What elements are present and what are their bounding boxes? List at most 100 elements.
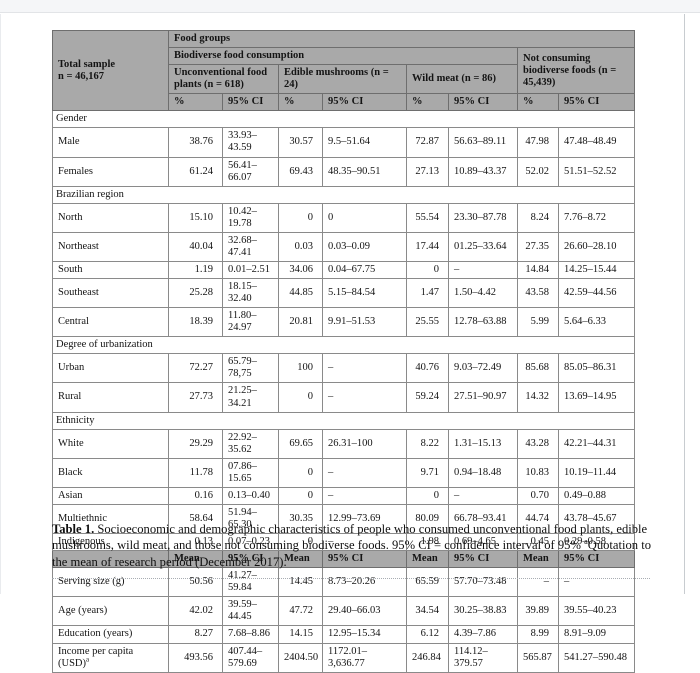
ci-cell: 407.44–579.69 (222, 642, 279, 673)
caption-label: Table 1. (52, 522, 95, 536)
ci-cell: 5.64–6.33 (558, 307, 635, 338)
ci-cell: 7.68–8.86 (222, 625, 279, 644)
ci-cell: 10.42–19.78 (222, 202, 279, 233)
value-cell: 14.32 (517, 382, 559, 413)
value-cell: 18.39 (168, 307, 223, 338)
value-cell: 50.56 (168, 567, 223, 598)
subheader-cell: Mean (406, 550, 449, 569)
ci-cell: 41.27–59.84 (222, 567, 279, 598)
ci-cell: 541.27–590.48 (558, 642, 635, 673)
caption-superscript: a (584, 537, 588, 547)
ci-cell: 48.35–90.51 (322, 156, 407, 187)
section-row: Ethnicity (52, 411, 635, 430)
ci-cell: 0 (322, 202, 407, 233)
value-cell: 0 (278, 486, 323, 505)
table-row: South 1.19 0.01–2.51 34.06 0.04–67.75 0–14.84… (52, 260, 635, 280)
table-row: Education (years) 8.27 7.68–8.86 14.15 12.95… (52, 625, 635, 644)
value-cell: 25.55 (406, 307, 449, 338)
col-header-total-sample: Total sample n = 46,167 (52, 29, 169, 112)
ci-cell: 5.15–84.54 (322, 277, 407, 309)
ci-cell: 9.03–72.49 (448, 353, 518, 384)
table-row: Asian 0.16 0.13–0.40 0–0–0.70 0.49–0.88 (52, 486, 635, 505)
value-cell: 14.45 (278, 567, 323, 598)
ci-cell: 43.78–45.67 (558, 503, 635, 535)
section-label: Brazilian region (52, 185, 635, 204)
subheader-cell: 95% CI (448, 550, 518, 569)
value-cell: 34.54 (406, 596, 449, 627)
value-cell: 0.03 (278, 231, 323, 262)
value-cell: 0 (278, 202, 323, 233)
ci-cell: – (322, 353, 407, 384)
value-cell: 38.76 (168, 127, 223, 158)
ci-header: 95% CI (322, 93, 407, 112)
ci-cell: 23.30–87.78 (448, 202, 518, 233)
section-label: Ethnicity (52, 411, 635, 430)
table-row: Black 11.78 07.86–15.65 0–9.71 0.94–18.48 10.… (52, 457, 635, 488)
ci-cell: 51.94–65.30 (222, 503, 279, 535)
value-cell: 20.81 (278, 307, 323, 338)
table-caption: Table 1. Socioeconomic and demographic c… (52, 521, 656, 570)
value-cell: 1.19 (168, 260, 223, 280)
col-header-food-groups: Food groups (168, 29, 635, 49)
table-row: Females 61.24 56.41–66.07 69.43 48.35–90.51 2… (52, 156, 635, 187)
row-label: Asian (52, 486, 169, 505)
row-label: Education (years) (52, 625, 169, 644)
ci-cell: 29.40–66.03 (322, 596, 407, 627)
value-cell: 10.83 (517, 457, 559, 488)
ci-cell: 13.69–14.95 (558, 382, 635, 413)
ci-cell: 4.39–7.86 (448, 625, 518, 644)
ci-cell: 0.94–18.48 (448, 457, 518, 488)
ci-cell: 10.89–43.37 (448, 156, 518, 187)
section-row: Gender (52, 110, 635, 129)
ci-cell: 30.25–38.83 (448, 596, 518, 627)
value-cell: 8.22 (406, 428, 449, 459)
ci-cell: 14.25–15.44 (558, 260, 635, 280)
subheader-cell: 95% CI (322, 550, 407, 569)
pct-header: % (168, 93, 223, 112)
ci-cell: 9.91–51.53 (322, 307, 407, 338)
subheader-cell: Mean (278, 550, 323, 569)
value-cell: 565.87 (517, 642, 559, 673)
ci-cell: 56.41–66.07 (222, 156, 279, 187)
ci-cell: 12.95–15.34 (322, 625, 407, 644)
ci-cell: – (322, 457, 407, 488)
page-right-edge (684, 14, 685, 594)
ci-cell: 12.99–73.69 (322, 503, 407, 535)
value-cell: 58.64 (168, 503, 223, 535)
ci-cell: 26.31–100 (322, 428, 407, 459)
table-row: Northeast 40.04 32.68–47.41 0.03 0.03–0.09 17… (52, 231, 635, 262)
row-label: Females (52, 156, 169, 187)
value-cell: 40.04 (168, 231, 223, 262)
ci-cell: 65.79–78,75 (222, 353, 279, 384)
ci-cell: 32.68–47.41 (222, 231, 279, 262)
section-label: Gender (52, 110, 635, 129)
header-row-1: Total sample n = 46,167 Food groups (52, 29, 635, 112)
table-row: Multiethnic 58.64 51.94–65.30 30.35 12.99–73… (52, 503, 635, 535)
ci-cell: – (448, 486, 518, 505)
table-row: Serving size (g) 50.56 41.27–59.84 14.45 8.7… (52, 567, 635, 598)
ci-cell: 0.49–0.88 (558, 486, 635, 505)
col-header-edible-mushrooms: Edible mushrooms (n = 24) (278, 64, 407, 95)
table-row: North 15.10 10.42–19.78 0 0 55.54 23.30–87.78 8… (52, 202, 635, 233)
value-cell: 85.68 (517, 353, 559, 384)
header-row-2: Biodiverse food consumption Not consumin… (53, 47, 635, 95)
row-label: Income per capita (USD)a (52, 642, 169, 673)
ci-cell: 12.78–63.88 (448, 307, 518, 338)
ci-cell: 11.80–24.97 (222, 307, 279, 338)
row-label: Multiethnic (52, 503, 169, 535)
value-cell: 69.65 (278, 428, 323, 459)
ci-cell: 26.60–28.10 (558, 231, 635, 262)
table-row: Age (years) 42.02 39.59–44.45 47.72 29.40–66… (52, 596, 635, 627)
table-row: Central 18.39 11.80–24.97 20.81 9.91–51.53 25… (52, 307, 635, 338)
ci-cell: 42.59–44.56 (558, 277, 635, 309)
section-row: Degree of urbanization (52, 336, 635, 355)
value-cell: 47.98 (517, 127, 559, 158)
row-label: Serving size (g) (52, 567, 169, 598)
value-cell: 0 (406, 260, 449, 280)
value-cell: 8.24 (517, 202, 559, 233)
value-cell: 0 (278, 457, 323, 488)
pct-header: % (406, 93, 449, 112)
col-header-unconventional-plants: Unconventional food plants (n = 618) (168, 64, 279, 95)
value-cell: – (517, 567, 559, 598)
header-row-3: Unconventional food plants (n = 618) Edi… (53, 64, 635, 95)
